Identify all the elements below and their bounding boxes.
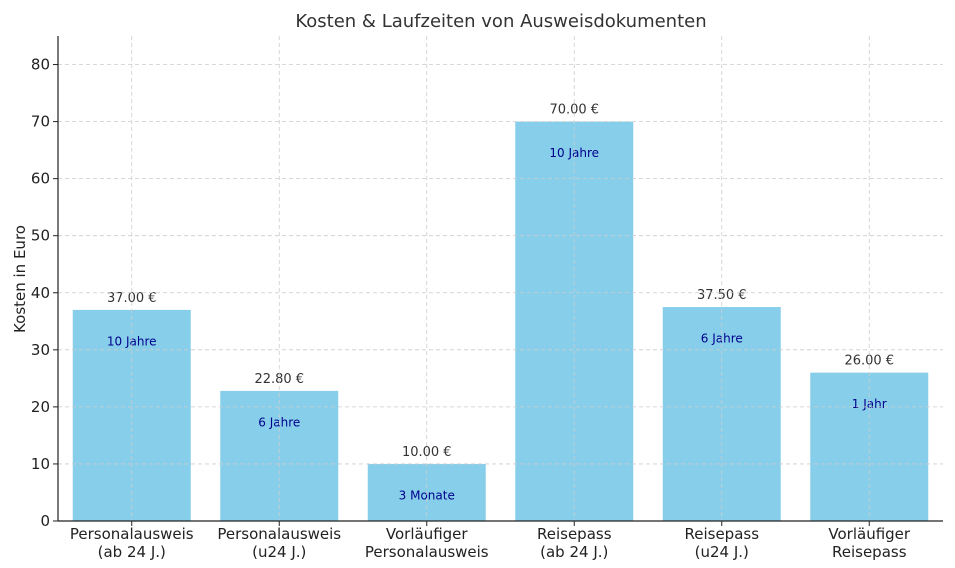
x-tick-label-4: Reisepass (u24 J.) [684,525,759,561]
y-tick-label-1: 10 [31,455,50,473]
y-tick-label-7: 70 [31,113,50,131]
x-tick-label-line: (ab 24 J.) [540,543,608,561]
x-tick-label-line: Vorläufiger [386,525,469,543]
duration-label-3: 10 Jahre [549,146,599,160]
x-tick-label-0: Personalausweis (ab 24 J.) [70,525,194,561]
x-tick-label-line: Personalausweis [217,525,341,543]
bar-5 [810,372,929,521]
y-tick-label-0: 0 [40,512,50,530]
x-tick-label-5: Vorläufiger Reisepass [828,525,911,561]
y-tick-label-3: 30 [31,341,50,359]
y-tick-label-5: 50 [31,227,50,245]
duration-label-0: 10 Jahre [107,334,157,348]
y-tick-label-4: 40 [31,284,50,302]
bar-3 [515,121,634,522]
y-tick-label-8: 80 [31,56,50,74]
x-tick-label-2: Vorläufiger Personalausweis [365,525,489,561]
x-tick-label-line: Personalausweis [365,543,489,561]
chart-title: Kosten & Laufzeiten von Ausweisdokumente… [295,11,706,32]
x-tick-label-3: Reisepass (ab 24 J.) [537,525,612,561]
x-tick-label-1: Personalausweis (u24 J.) [217,525,341,561]
x-tick-label-line: Personalausweis [70,525,194,543]
x-tick-label-line: Reisepass [537,525,612,543]
x-tick-label-line: Reisepass [684,525,759,543]
value-label-3: 70.00 € [549,103,599,118]
y-tick-label-2: 20 [31,398,50,416]
y-tick-label-6: 60 [31,170,50,188]
x-tick-label-line: (u24 J.) [695,543,749,561]
x-tick-label-line: (u24 J.) [252,543,306,561]
x-tick-label-line: (ab 24 J.) [98,543,166,561]
grid [58,36,943,521]
duration-label-2: 3 Monate [399,488,455,502]
duration-label-5: 1 Jahr [852,397,887,411]
x-tick-label-line: Vorläufiger [828,525,911,543]
x-tick-label-line: Reisepass [832,543,907,561]
y-axis-label: Kosten in Euro [11,225,29,333]
